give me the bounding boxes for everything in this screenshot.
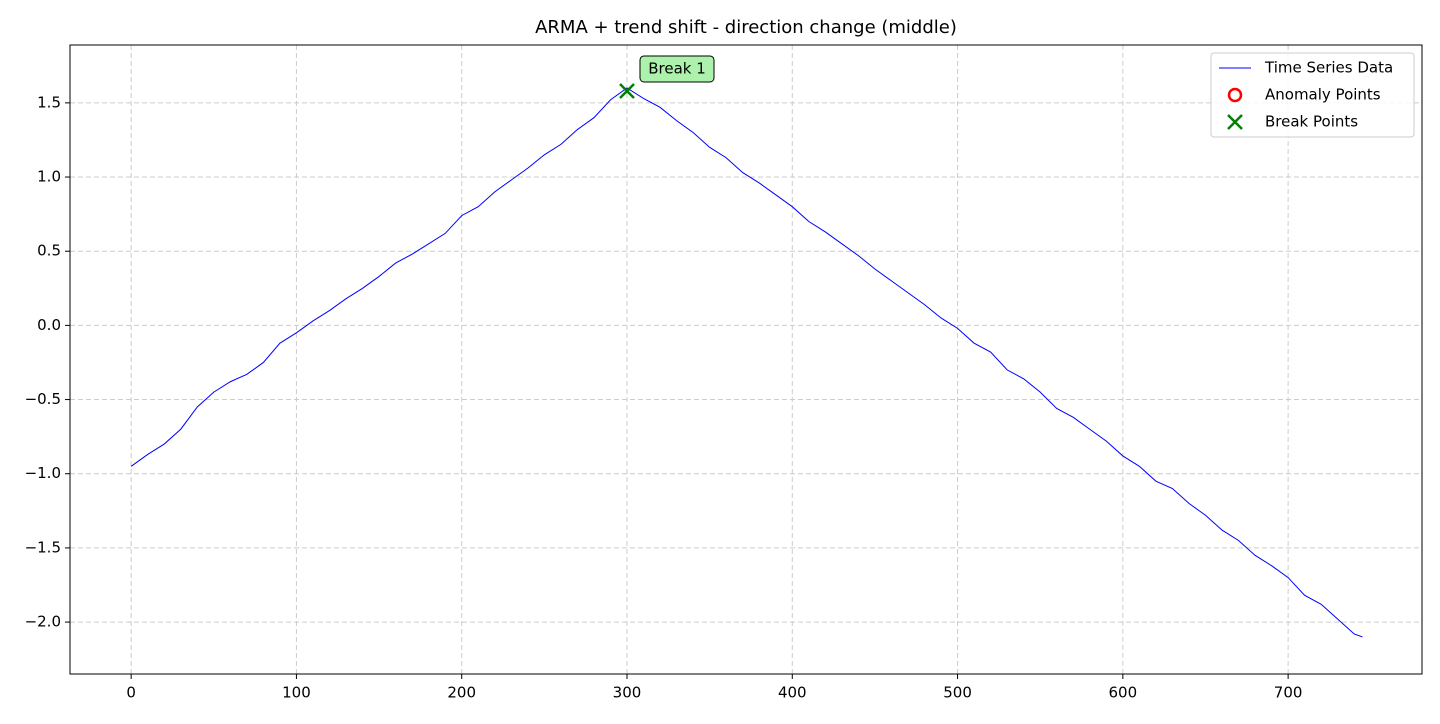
legend-label: Break Points <box>1265 113 1358 131</box>
legend-marker <box>1227 114 1243 130</box>
x-tick-label: 200 <box>447 684 476 702</box>
y-tick-label: 0.5 <box>37 242 61 260</box>
y-tick-label: −1.0 <box>25 464 61 482</box>
y-tick-label: −0.5 <box>25 390 61 408</box>
y-tick-label: 0.0 <box>37 316 61 334</box>
chart-title: ARMA + trend shift - direction change (m… <box>535 17 957 38</box>
x-tick-label: 400 <box>778 684 807 702</box>
data-line <box>130 87 1363 638</box>
legend-marker <box>1227 87 1243 103</box>
x-tick-label: 500 <box>943 684 972 702</box>
y-tick-label: 1.5 <box>37 93 61 111</box>
break-point <box>619 83 635 99</box>
x-tick-label: 0 <box>126 684 136 702</box>
legend-label: Time Series Data <box>1264 59 1393 77</box>
x-tick-label: 600 <box>1109 684 1138 702</box>
annotation: Break 1 <box>648 59 706 77</box>
annotation-box <box>639 55 715 83</box>
x-tick-label: 100 <box>282 684 311 702</box>
x-tick-label: 300 <box>613 684 642 702</box>
y-tick-label: 1.0 <box>37 168 61 186</box>
legend-box <box>1210 52 1415 138</box>
x-tick-label: 700 <box>1274 684 1303 702</box>
plot-frame <box>69 44 1423 675</box>
y-tick-label: −1.5 <box>25 538 61 556</box>
y-tick-label: −2.0 <box>25 613 61 631</box>
legend-label: Anomaly Points <box>1265 86 1381 104</box>
